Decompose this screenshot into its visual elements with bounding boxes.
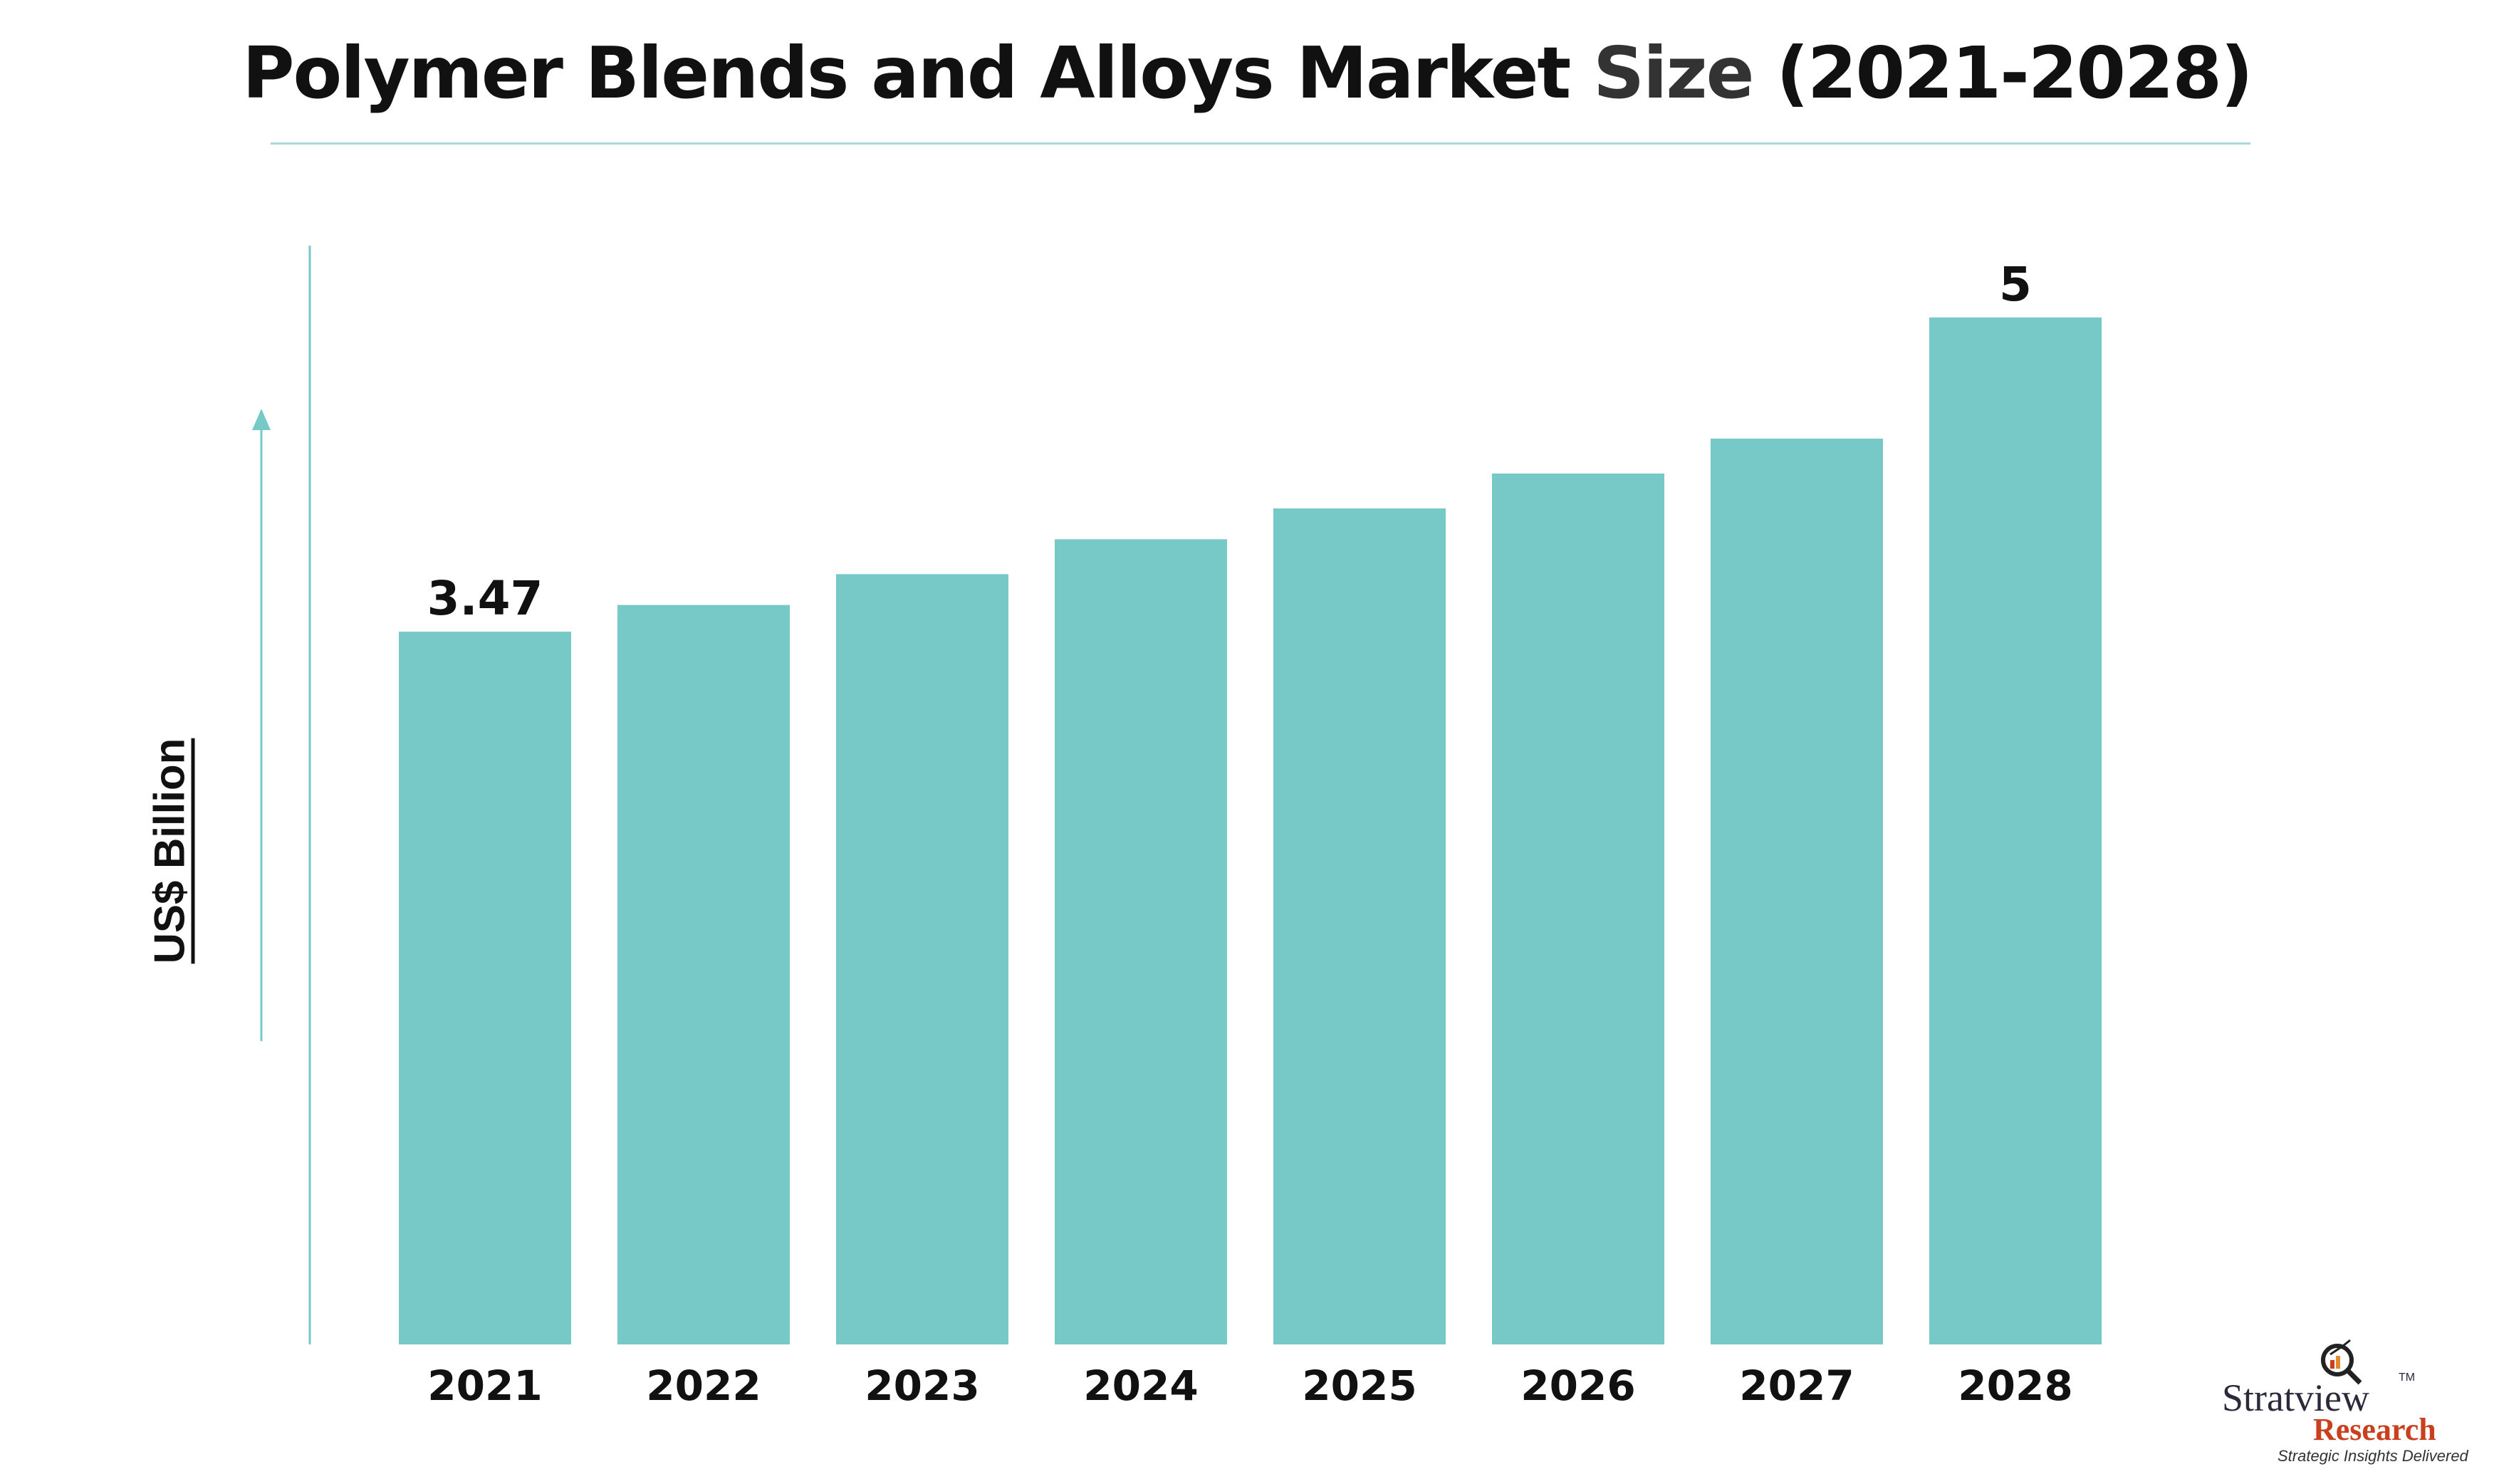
logo-tagline: Strategic Insights Delivered	[2278, 1447, 2468, 1465]
x-tick-label-2027: 2027	[1739, 1362, 1854, 1410]
title-divider	[271, 142, 2250, 145]
bar-2025	[1273, 508, 1446, 1344]
x-tick-label-2028: 2028	[1958, 1362, 2072, 1410]
x-tick-label-2026: 2026	[1520, 1362, 1635, 1410]
bars-group: 2021 3.47 2022 2023 2024 2025 2026 2027 2028 5	[399, 257, 2102, 1410]
logo-name: Stratview	[2222, 1376, 2369, 1419]
bar-2028	[1929, 317, 2102, 1345]
chart-title: Polymer Blends and Alloys Market Size (2…	[0, 31, 2494, 115]
chart-title-years: (2021-2028)	[1776, 31, 2253, 115]
x-tick-label-2021: 2021	[427, 1362, 542, 1410]
x-tick-label-2023: 2023	[865, 1362, 979, 1410]
bar-2027	[1711, 438, 1883, 1344]
logo-research: Research	[2313, 1412, 2436, 1447]
bar-2024	[1055, 539, 1227, 1345]
x-tick-label-2024: 2024	[1083, 1362, 1198, 1410]
bar-2023	[836, 574, 1008, 1344]
x-tick-label-2022: 2022	[646, 1362, 761, 1410]
chart-title-size: Size	[1593, 31, 1754, 115]
logo-trademark: TM	[2399, 1371, 2416, 1384]
magnifier-chart-icon	[2321, 1339, 2362, 1385]
data-label-2028: 5	[1999, 257, 2032, 312]
data-label-2021: 3.47	[427, 571, 543, 626]
bar-2022	[617, 605, 790, 1344]
y-axis-arrow-head	[252, 409, 271, 430]
stratview-logo: Stratview TM Research Strategic Insights…	[2222, 1339, 2468, 1467]
bar-2021	[399, 632, 571, 1344]
bar-2026	[1492, 473, 1664, 1345]
x-tick-label-2025: 2025	[1302, 1362, 1416, 1410]
y-axis-label: US$ Billion	[145, 738, 194, 964]
chart-title-main: Polymer Blends and Alloys Market	[242, 31, 1571, 115]
